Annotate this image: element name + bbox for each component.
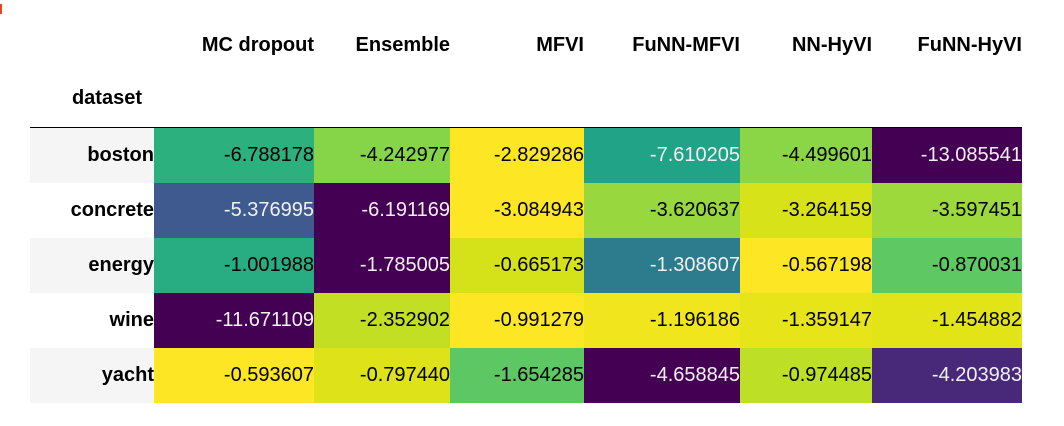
table-cell: -3.597451 xyxy=(872,183,1022,238)
table-cell: -2.829286 xyxy=(450,128,584,183)
table-cell: -13.085541 xyxy=(872,128,1022,183)
row-label: concrete xyxy=(30,183,154,238)
table-row: boston -6.788178 -4.242977 -2.829286 -7.6102… xyxy=(30,128,1022,183)
table-cell: -6.191169 xyxy=(314,183,450,238)
column-header: FuNN-HyVI xyxy=(917,34,1022,56)
table-cell: -0.870031 xyxy=(872,238,1022,293)
table-cell: -0.797440 xyxy=(314,348,450,403)
table-cell: -3.264159 xyxy=(740,183,872,238)
table-cell: -1.359147 xyxy=(740,293,872,348)
header-rule xyxy=(30,127,1022,128)
column-header-row: MC dropout Ensemble MFVI FuNN-MFVI NN-Hy… xyxy=(30,22,1022,69)
heatmap-table: MC dropout Ensemble MFVI FuNN-MFVI NN-Hy… xyxy=(30,22,1022,403)
column-header: Ensemble xyxy=(355,34,450,56)
column-header: MC dropout xyxy=(201,34,314,56)
column-header: FuNN-MFVI xyxy=(632,34,740,56)
column-header: MFVI xyxy=(536,34,584,56)
row-label: wine xyxy=(30,293,154,348)
table-cell: -6.788178 xyxy=(154,128,314,183)
column-header: NN-HyVI xyxy=(791,34,872,56)
table-cell: -0.991279 xyxy=(450,293,584,348)
table-cell: -1.308607 xyxy=(584,238,740,293)
table-cell: -4.658845 xyxy=(584,348,740,403)
table-row: concrete -5.376995 -6.191169 -3.084943 -3.62… xyxy=(30,183,1022,238)
table-cell: -1.454882 xyxy=(872,293,1022,348)
table-cell: -11.671109 xyxy=(154,293,314,348)
table-row: energy -1.001988 -1.785005 -0.665173 -1.3086… xyxy=(30,238,1022,293)
table-body: boston -6.788178 -4.242977 -2.829286 -7.6102… xyxy=(30,128,1022,403)
table-cell: -4.499601 xyxy=(740,128,872,183)
table-cell: -0.567198 xyxy=(740,238,872,293)
table-row: wine -11.671109 -2.352902 -0.991279 -1.19618… xyxy=(30,293,1022,348)
table-cell: -1.001988 xyxy=(154,238,314,293)
table-cell: -5.376995 xyxy=(154,183,314,238)
table-cell: -1.654285 xyxy=(450,348,584,403)
table-cell: -4.242977 xyxy=(314,128,450,183)
table-row: yacht -0.593607 -0.797440 -1.654285 -4.65884… xyxy=(30,348,1022,403)
table-cell: -4.203983 xyxy=(872,348,1022,403)
row-label: energy xyxy=(30,238,154,293)
table-cell: -0.593607 xyxy=(154,348,314,403)
row-label: boston xyxy=(30,128,154,183)
table-cell: -1.196186 xyxy=(584,293,740,348)
table-cell: -2.352902 xyxy=(314,293,450,348)
table-header: MC dropout Ensemble MFVI FuNN-MFVI NN-Hy… xyxy=(30,22,1022,128)
table-cell: -0.974485 xyxy=(740,348,872,403)
row-label: yacht xyxy=(30,348,154,403)
table-cell: -3.084943 xyxy=(450,183,584,238)
edge-tick-mark xyxy=(0,4,5,14)
table-cell: -3.620637 xyxy=(584,183,740,238)
index-name-label: dataset xyxy=(71,86,142,109)
table-cell: -1.785005 xyxy=(314,238,450,293)
table-cell: -7.610205 xyxy=(584,128,740,183)
table-cell: -0.665173 xyxy=(450,238,584,293)
header-blank xyxy=(30,22,154,69)
index-name-row: dataset xyxy=(30,69,1022,128)
